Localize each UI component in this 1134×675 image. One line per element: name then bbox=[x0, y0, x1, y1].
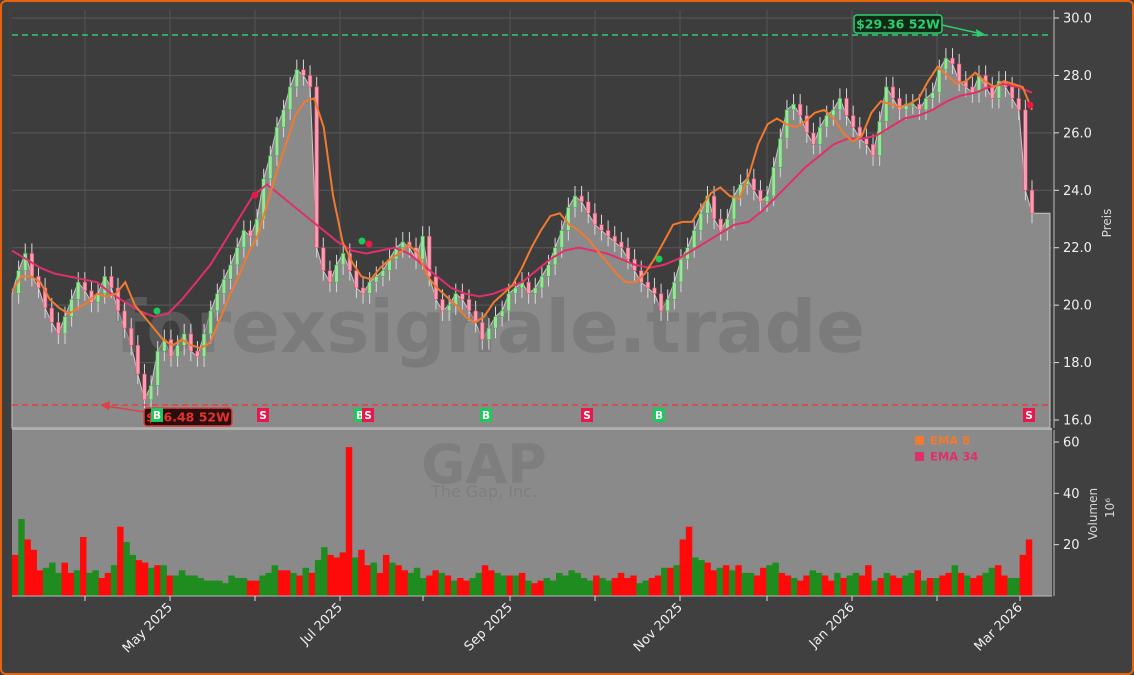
x-tick-label: Sep 2025 bbox=[462, 600, 516, 654]
x-axis-ticks: May 2025 Jul 2025 Sep 2025 Nov 2025 Jan 2026… bbox=[12, 595, 1052, 656]
volume-panel bbox=[12, 430, 1052, 596]
volume-axis-exponent: 10⁶ bbox=[1103, 498, 1117, 518]
volume-bars bbox=[12, 447, 1033, 596]
price-tick-label: 22.0 bbox=[1063, 241, 1092, 256]
legend-swatch-ema34 bbox=[915, 452, 924, 461]
svg-text:S: S bbox=[364, 410, 372, 422]
volume-tick-label: 20 bbox=[1063, 538, 1080, 553]
sell-signal-marker: S bbox=[1023, 408, 1035, 422]
buy-signal-marker: B bbox=[480, 408, 492, 422]
high-52w-label: $29.36 52W bbox=[856, 17, 940, 32]
volume-axis-label: Volumen bbox=[1086, 488, 1100, 540]
legend-ema34: EMA 34 bbox=[930, 450, 978, 464]
buy-signal-marker: B bbox=[653, 408, 665, 422]
svg-text:B: B bbox=[153, 410, 161, 422]
ticker-watermark: GAP bbox=[421, 433, 547, 496]
low-52w-annotation: $16.48 52W bbox=[100, 401, 233, 427]
legend-swatch-ema8 bbox=[915, 436, 924, 445]
low-52w-label: $16.48 52W bbox=[146, 410, 230, 425]
price-tick-label: 20.0 bbox=[1063, 299, 1092, 314]
svg-text:B: B bbox=[356, 410, 364, 422]
x-tick-label: Jul 2025 bbox=[297, 600, 346, 649]
sell-signal-marker: S bbox=[257, 408, 269, 422]
svg-text:S: S bbox=[1025, 410, 1033, 422]
price-tick-label: 30.0 bbox=[1063, 12, 1092, 27]
buy-signal-marker: B bbox=[151, 408, 163, 422]
svg-text:B: B bbox=[655, 410, 663, 422]
x-tick-label: Mar 2026 bbox=[972, 600, 1026, 654]
volume-tick-label: 60 bbox=[1063, 436, 1080, 451]
ema-lines bbox=[11, 65, 1034, 350]
price-tick-label: 24.0 bbox=[1063, 184, 1092, 199]
svg-text:S: S bbox=[583, 410, 591, 422]
volume-axis-ticks: 20 40 60 bbox=[1054, 436, 1080, 553]
x-tick-label: Nov 2025 bbox=[631, 600, 686, 655]
price-axis-label: Preis bbox=[1100, 209, 1114, 238]
x-tick-label: Jan 2026 bbox=[806, 600, 858, 652]
price-axis-ticks: 16.0 18.0 20.0 22.0 24.0 26.0 28.0 30.0 bbox=[1054, 12, 1092, 429]
price-tick-label: 18.0 bbox=[1063, 356, 1092, 371]
svg-text:S: S bbox=[259, 410, 267, 422]
sell-signal-marker: S bbox=[362, 408, 374, 422]
svg-text:B: B bbox=[482, 410, 490, 422]
watermark-text: forexsignale.trade bbox=[115, 285, 865, 369]
volume-tick-label: 40 bbox=[1063, 487, 1080, 502]
high-52w-annotation: $29.36 52W bbox=[853, 14, 986, 37]
sell-signal-marker: S bbox=[581, 408, 593, 422]
price-tick-label: 26.0 bbox=[1063, 126, 1092, 141]
x-tick-label: May 2025 bbox=[120, 600, 176, 656]
legend-ema8: EMA 8 bbox=[930, 434, 970, 448]
legend: EMA 8 EMA 34 bbox=[915, 434, 978, 464]
price-tick-label: 16.0 bbox=[1063, 414, 1092, 429]
company-watermark: The Gap, Inc. bbox=[430, 482, 537, 501]
price-tick-label: 28.0 bbox=[1063, 69, 1092, 84]
